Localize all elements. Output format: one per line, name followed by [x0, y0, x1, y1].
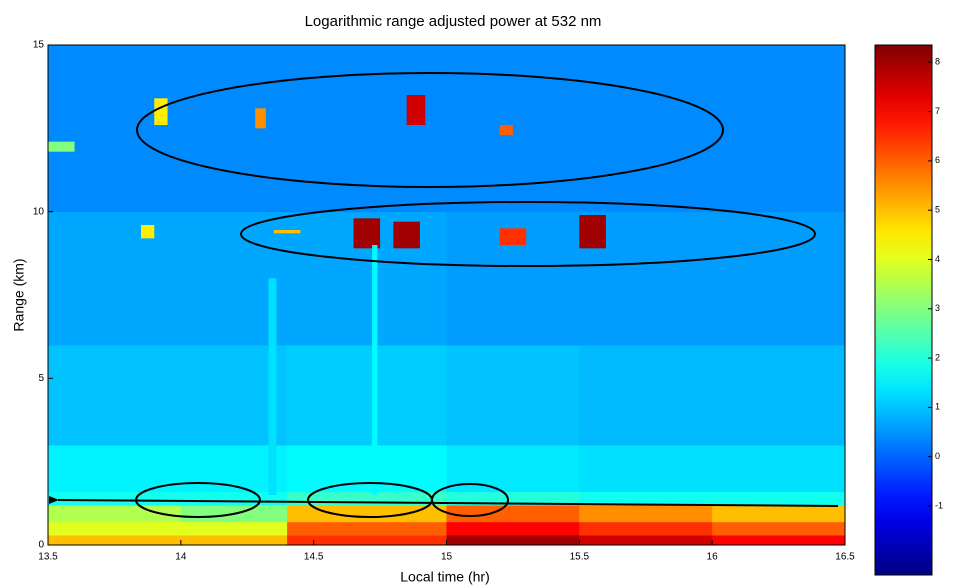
- x-axis-label: Local time (hr): [400, 569, 489, 585]
- cloud-patch: [499, 125, 513, 135]
- heatmap-cell: [180, 45, 288, 213]
- colorbar-tick-label: 6: [935, 155, 940, 165]
- heatmap-cell: [48, 491, 182, 506]
- y-tick-label: 5: [38, 373, 44, 384]
- x-tick-label: 16: [707, 552, 719, 563]
- x-tick-label: 16.5: [835, 552, 855, 563]
- heatmap-cell: [712, 535, 846, 546]
- heatmap-cell: [446, 491, 580, 506]
- heatmap-cell: [446, 521, 580, 536]
- heatmap-cell: [287, 345, 447, 446]
- heatmap-cell: [48, 45, 182, 213]
- colorbar-tick-label: 0: [935, 451, 940, 461]
- y-tick-label: 10: [33, 206, 45, 217]
- colorbar: [874, 44, 933, 576]
- heatmap-cell: [579, 521, 713, 536]
- heatmap-cell: [579, 345, 713, 446]
- heatmap-cell: [48, 535, 182, 546]
- heatmap-cell: [287, 445, 447, 493]
- x-tick-label: 15: [441, 552, 453, 563]
- heatmap-cell: [48, 211, 182, 346]
- heatmap-cell: [579, 535, 713, 546]
- heatmap-cell: [287, 505, 447, 523]
- heatmap-cell: [712, 445, 846, 493]
- heatmap-cell: [48, 521, 182, 536]
- heatmap-cell: [446, 505, 580, 523]
- heatmap-cell: [579, 491, 713, 506]
- cloud-patch: [353, 218, 381, 249]
- colorbar-tick-label: 1: [935, 402, 940, 412]
- heatmap-cell: [712, 211, 846, 346]
- heatmap-cell: [712, 505, 846, 523]
- y-axis-label: Range (km): [11, 258, 27, 331]
- heatmap-cell: [579, 505, 713, 523]
- colorbar-tick-label: 4: [935, 254, 940, 264]
- heatmap-cell: [446, 445, 580, 493]
- cloud-patch: [154, 98, 168, 125]
- cloud-patch: [372, 245, 378, 495]
- y-tick-label: 0: [38, 540, 44, 551]
- heatmap-cell: [287, 521, 447, 536]
- heatmap-cell: [712, 521, 846, 536]
- y-tick-label: 15: [33, 40, 45, 51]
- cloud-patch: [48, 141, 75, 152]
- heatmap-cell: [180, 521, 288, 536]
- heatmap-cell: [180, 535, 288, 546]
- heatmap-cell: [446, 535, 580, 546]
- heatmap-cell: [712, 345, 846, 446]
- x-tick-label: 15.5: [570, 552, 590, 563]
- cloud-patch: [579, 215, 606, 249]
- heatmap-cell: [287, 535, 447, 546]
- heatmap-cell: [579, 445, 713, 493]
- heatmap-cell: [446, 345, 580, 446]
- cloud-patch: [140, 225, 155, 239]
- cloud-patch: [393, 221, 420, 249]
- colorbar-tick-label: 7: [935, 106, 940, 116]
- cloud-patch: [499, 228, 527, 245]
- ellipse: [431, 483, 509, 517]
- cloud-patch: [255, 108, 266, 129]
- heatmap-cell: [579, 45, 713, 213]
- colorbar-tick-label: 8: [935, 57, 940, 67]
- heatmap-cell: [48, 445, 182, 493]
- x-tick-label: 14.5: [304, 552, 324, 563]
- arrow: [48, 495, 839, 507]
- annotations: [48, 72, 839, 518]
- colorbar-tick-label: 3: [935, 303, 940, 313]
- plot-area: 13.5 14 14.5 15 15.5 16 16.5 0 5 10 15: [33, 40, 855, 563]
- cloud-patch: [268, 278, 277, 495]
- heatmap-cell: [48, 345, 182, 446]
- colorbar-tick-label: 5: [935, 205, 940, 215]
- ellipse: [240, 201, 816, 267]
- x-tick-label: 14: [175, 552, 187, 563]
- x-tick-label: 13.5: [38, 552, 58, 563]
- heatmap-cell: [712, 491, 846, 506]
- colorbar-tick-label: -1: [935, 500, 943, 510]
- colorbar-tick-label: 2: [935, 352, 940, 362]
- chart-title: Logarithmic range adjusted power at 532 …: [305, 13, 602, 30]
- heatmap-cell: [712, 45, 846, 213]
- cloud-patch: [273, 230, 301, 234]
- cloud-patch: [406, 95, 426, 125]
- ellipse: [136, 72, 724, 188]
